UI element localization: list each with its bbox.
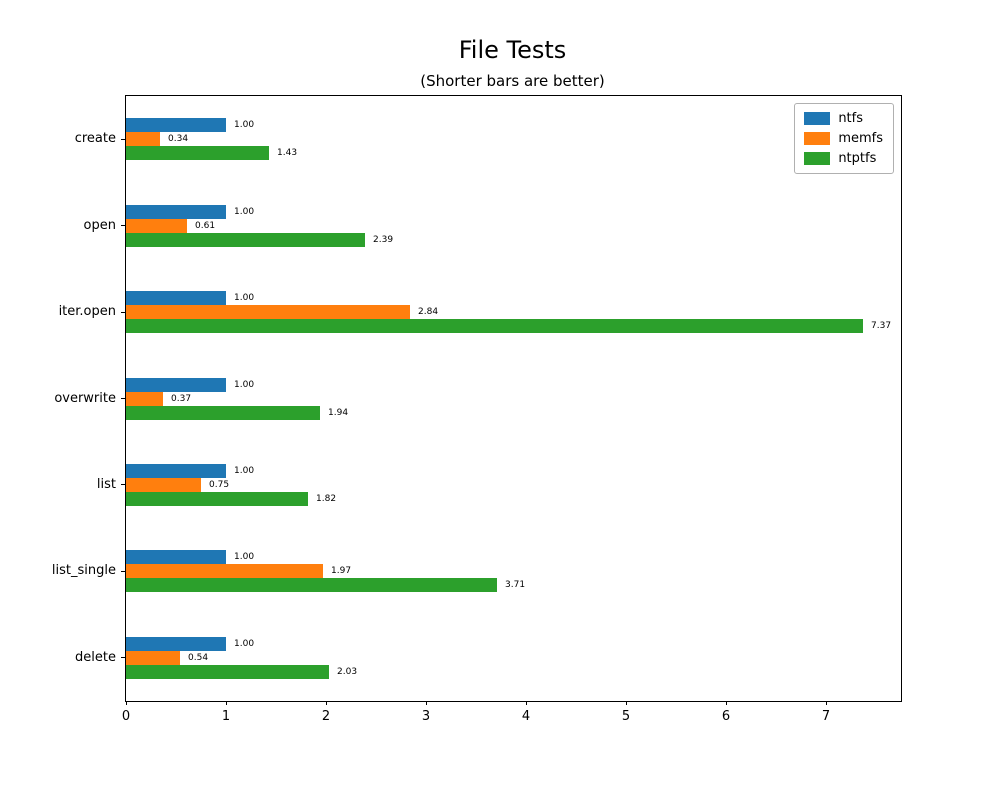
- y-tick-label-create: create: [74, 131, 116, 147]
- bar-ntfs-delete: [126, 636, 226, 651]
- bar-ntptfs-overwrite: [126, 405, 320, 420]
- legend-entry-ntfs: ntfs: [804, 111, 883, 126]
- bar-ntptfs-open: [126, 232, 365, 247]
- x-tick-mark-5: [625, 701, 627, 705]
- y-tick-mark-open: [121, 225, 125, 227]
- x-tick-mark-4: [525, 701, 527, 705]
- y-tick-mark-create: [121, 138, 125, 140]
- x-tick-mark-0: [125, 701, 127, 705]
- x-tick-label-3: 3: [421, 709, 431, 724]
- bar-value-label-memfs-create: 0.34: [168, 134, 189, 145]
- x-tick-mark-3: [425, 701, 427, 705]
- bar-value-label-memfs-list: 0.75: [209, 479, 230, 490]
- bar-ntfs-list: [126, 463, 226, 478]
- bar-memfs-open: [126, 218, 187, 233]
- bar-ntfs-list_single: [126, 550, 226, 565]
- bar-memfs-delete: [126, 650, 180, 665]
- bar-value-label-memfs-list_single: 1.97: [331, 566, 352, 577]
- legend-entry-ntptfs: ntptfs: [804, 151, 883, 166]
- y-tick-mark-iter.open: [121, 311, 125, 313]
- bar-ntptfs-iter.open: [126, 319, 863, 334]
- y-tick-mark-delete: [121, 657, 125, 659]
- legend-swatch-ntfs: [804, 112, 831, 125]
- x-tick-mark-7: [825, 701, 827, 705]
- bar-ntptfs-list_single: [126, 578, 497, 593]
- y-tick-label-iter.open: iter.open: [58, 304, 116, 320]
- bar-value-label-ntptfs-open: 2.39: [373, 234, 394, 245]
- legend-swatch-ntptfs: [804, 152, 831, 165]
- x-tick-mark-1: [225, 701, 227, 705]
- y-tick-label-open: open: [83, 217, 116, 233]
- bar-memfs-list: [126, 477, 201, 492]
- bar-value-label-ntfs-list: 1.00: [234, 465, 255, 476]
- bar-value-label-ntptfs-delete: 2.03: [337, 666, 358, 677]
- bar-memfs-overwrite: [126, 391, 163, 406]
- y-tick-mark-list_single: [121, 570, 125, 572]
- bar-ntfs-overwrite: [126, 377, 226, 392]
- x-tick-mark-6: [725, 701, 727, 705]
- bar-memfs-iter.open: [126, 305, 410, 320]
- y-tick-mark-overwrite: [121, 398, 125, 399]
- bar-value-label-memfs-overwrite: 0.37: [171, 393, 192, 404]
- x-tick-label-6: 6: [721, 709, 731, 724]
- legend-label-memfs: memfs: [838, 131, 883, 146]
- bar-ntfs-iter.open: [126, 291, 226, 306]
- bar-value-label-memfs-open: 0.61: [195, 220, 216, 231]
- bar-memfs-list_single: [126, 564, 323, 579]
- bar-value-label-ntfs-open: 1.00: [234, 206, 255, 217]
- bar-value-label-ntfs-delete: 1.00: [234, 638, 255, 649]
- bar-value-label-ntptfs-list: 1.82: [316, 493, 337, 504]
- y-tick-label-overwrite: overwrite: [54, 390, 116, 406]
- legend-swatch-memfs: [804, 132, 831, 145]
- bar-value-label-ntfs-create: 1.00: [234, 120, 255, 131]
- x-tick-mark-2: [325, 701, 327, 705]
- bar-ntfs-create: [126, 118, 226, 133]
- y-tick-label-list_single: list_single: [51, 563, 116, 579]
- x-tick-label-0: 0: [121, 709, 131, 724]
- legend: ntfs memfs ntptfs: [794, 103, 894, 174]
- x-tick-label-7: 7: [821, 709, 831, 724]
- x-tick-label-4: 4: [521, 709, 531, 724]
- bar-value-label-memfs-iter.open: 2.84: [418, 307, 439, 318]
- bar-ntptfs-delete: [126, 664, 329, 679]
- bar-ntfs-open: [126, 204, 226, 219]
- bar-value-label-ntptfs-create: 1.43: [277, 148, 298, 159]
- x-tick-label-1: 1: [221, 709, 231, 724]
- bar-value-label-ntptfs-list_single: 3.71: [505, 580, 526, 591]
- bar-memfs-create: [126, 132, 160, 147]
- plot-area: ntfs memfs ntptfs create 1.00 0.34 1.43 open 1.…: [52, 95, 902, 724]
- legend-label-ntfs: ntfs: [838, 111, 863, 126]
- bar-ntptfs-list: [126, 491, 308, 506]
- bar-value-label-ntptfs-iter.open: 7.37: [871, 321, 892, 332]
- y-tick-mark-list: [121, 484, 125, 486]
- bar-value-label-ntfs-overwrite: 1.00: [234, 379, 255, 390]
- legend-entry-memfs: memfs: [804, 131, 883, 146]
- bar-ntptfs-create: [126, 146, 269, 161]
- bar-value-label-ntfs-list_single: 1.00: [234, 552, 255, 563]
- y-tick-label-list: list: [96, 476, 116, 492]
- bar-value-label-ntfs-iter.open: 1.00: [234, 293, 255, 304]
- x-tick-label-5: 5: [621, 709, 631, 724]
- x-tick-label-2: 2: [321, 709, 331, 724]
- y-tick-label-delete: delete: [75, 649, 116, 665]
- chart-title: File Tests: [458, 36, 567, 64]
- chart-subtitle: (Shorter bars are better): [420, 72, 605, 90]
- legend-label-ntptfs: ntptfs: [838, 151, 877, 166]
- bar-value-label-memfs-delete: 0.54: [188, 652, 209, 663]
- bar-value-label-ntptfs-overwrite: 1.94: [328, 407, 349, 418]
